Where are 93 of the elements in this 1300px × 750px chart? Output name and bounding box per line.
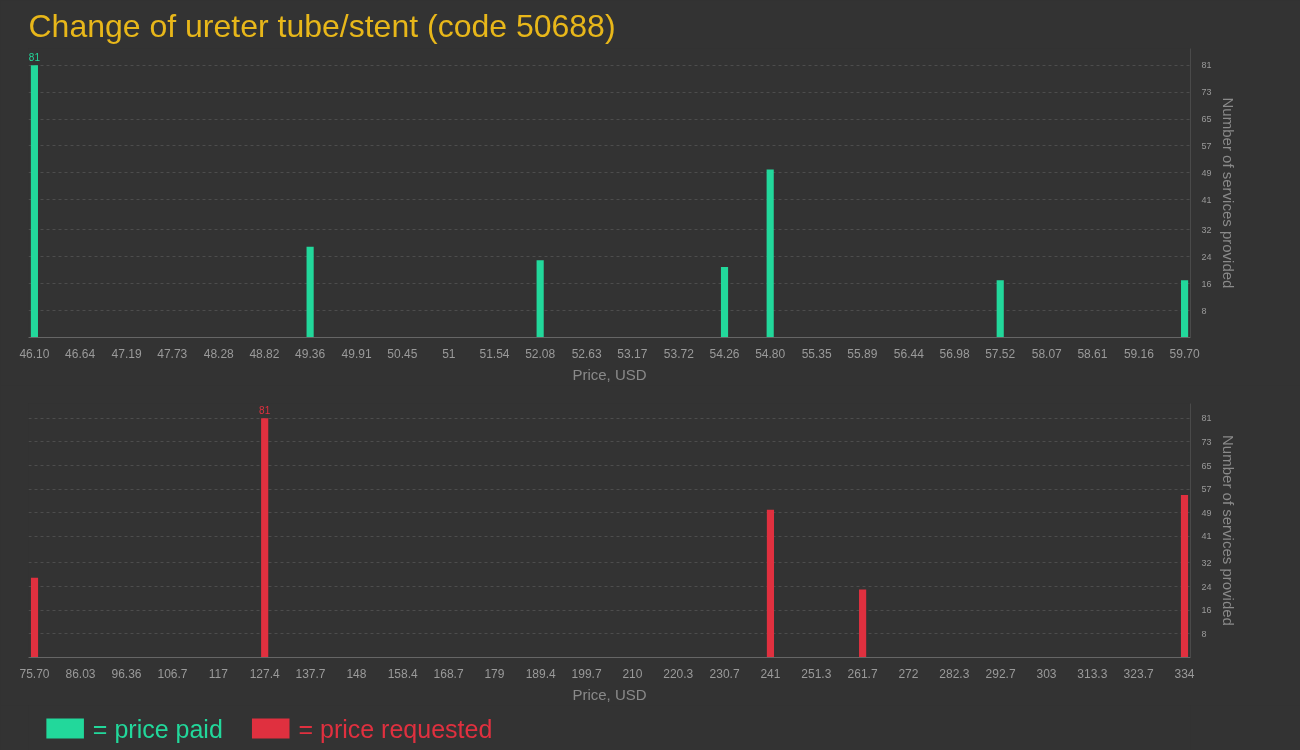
y-tick-label: 57 xyxy=(1201,484,1212,495)
legend-label: = price paid xyxy=(92,714,223,743)
x-tick-label: 168.7 xyxy=(433,666,464,681)
x-tick-label: 241 xyxy=(760,666,781,681)
x-tick-label: 96.36 xyxy=(111,666,142,681)
bar xyxy=(720,266,729,338)
data-label: 81 xyxy=(259,405,271,417)
y-tick-label: 65 xyxy=(1201,114,1212,125)
bar xyxy=(536,260,544,338)
x-tick-label: 189.4 xyxy=(525,666,557,681)
bar xyxy=(996,280,1004,338)
y-axis-title: Number of services provided xyxy=(1219,435,1237,626)
bar xyxy=(306,246,314,338)
bar xyxy=(261,418,269,658)
x-tick-label: 53.17 xyxy=(617,346,648,361)
x-tick-label: 56.44 xyxy=(893,346,925,361)
y-tick-label: 32 xyxy=(1201,557,1212,568)
x-tick-label: 51.54 xyxy=(479,346,510,361)
y-tick-label: 8 xyxy=(1201,628,1207,639)
x-tick-label: 59.70 xyxy=(1169,346,1200,361)
y-axis-title: Number of services provided xyxy=(1219,97,1237,289)
x-axis-title: Price, USD xyxy=(572,365,647,383)
bar xyxy=(30,577,39,658)
legend-label: = price requested xyxy=(298,714,493,743)
y-tick-label: 65 xyxy=(1201,460,1212,471)
bar xyxy=(1181,280,1189,338)
x-tick-label: 127.4 xyxy=(249,666,281,681)
x-tick-label: 75.70 xyxy=(19,666,50,681)
x-tick-label: 86.03 xyxy=(65,666,96,681)
y-tick-label: 16 xyxy=(1201,605,1212,616)
x-tick-label: 251.3 xyxy=(801,666,832,681)
x-tick-label: 54.26 xyxy=(709,346,740,361)
x-tick-label: 292.7 xyxy=(985,666,1016,681)
y-tick-label: 49 xyxy=(1201,507,1212,518)
x-tick-label: 55.89 xyxy=(847,346,878,361)
x-tick-label: 158.4 xyxy=(387,666,419,681)
y-tick-label: 24 xyxy=(1201,581,1212,592)
x-tick-label: 261.7 xyxy=(847,666,878,681)
x-tick-label: 48.82 xyxy=(249,346,280,361)
bar xyxy=(766,509,775,658)
y-tick-label: 73 xyxy=(1201,87,1212,98)
x-tick-label: 59.16 xyxy=(1123,346,1155,361)
x-tick-label: 46.10 xyxy=(19,346,50,361)
x-tick-label: 272 xyxy=(898,666,919,681)
x-tick-label: 51 xyxy=(442,346,456,361)
y-tick-label: 57 xyxy=(1201,140,1212,151)
x-tick-label: 48.28 xyxy=(203,346,235,361)
x-tick-label: 53.72 xyxy=(663,346,695,361)
x-tick-label: 106.7 xyxy=(157,666,188,681)
y-tick-label: 8 xyxy=(1201,305,1207,316)
x-tick-label: 55.35 xyxy=(801,346,833,361)
data-label: 81 xyxy=(28,52,41,64)
x-tick-label: 313.3 xyxy=(1077,666,1108,681)
x-tick-label: 199.7 xyxy=(571,666,602,681)
bar xyxy=(30,65,38,338)
x-axis-title: Price, USD xyxy=(572,685,647,703)
x-tick-label: 54.80 xyxy=(755,346,786,361)
x-tick-label: 148 xyxy=(346,666,367,681)
x-tick-label: 210 xyxy=(622,666,643,681)
y-tick-label: 41 xyxy=(1201,194,1212,205)
x-tick-label: 52.08 xyxy=(525,346,556,361)
x-tick-label: 58.07 xyxy=(1031,346,1063,361)
y-tick-label: 49 xyxy=(1201,167,1212,178)
bar xyxy=(859,589,867,658)
x-tick-label: 49.36 xyxy=(295,346,326,361)
x-tick-label: 282.3 xyxy=(939,666,970,681)
x-tick-label: 334 xyxy=(1174,666,1195,681)
x-tick-label: 220.3 xyxy=(663,666,694,681)
x-tick-label: 323.7 xyxy=(1123,666,1154,681)
y-tick-label: 41 xyxy=(1201,531,1212,542)
bar xyxy=(1180,495,1189,658)
x-tick-label: 57.52 xyxy=(985,346,1016,361)
x-tick-label: 303 xyxy=(1036,666,1057,681)
x-tick-label: 50.45 xyxy=(387,346,418,361)
x-tick-label: 52.63 xyxy=(571,346,603,361)
x-tick-label: 49.91 xyxy=(341,346,372,361)
y-tick-label: 16 xyxy=(1201,278,1212,289)
bar xyxy=(766,169,774,338)
x-tick-label: 179 xyxy=(484,666,505,681)
x-tick-label: 56.98 xyxy=(939,346,970,361)
y-tick-label: 73 xyxy=(1201,436,1212,447)
y-tick-label: 81 xyxy=(1201,60,1212,71)
x-tick-label: 46.64 xyxy=(65,346,96,361)
y-tick-label: 81 xyxy=(1201,413,1212,424)
x-tick-label: 117 xyxy=(208,666,229,681)
chart-title: Change of ureter tube/stent (code 50688) xyxy=(28,7,616,44)
x-tick-label: 58.61 xyxy=(1077,346,1108,361)
y-tick-label: 24 xyxy=(1201,251,1212,262)
x-tick-label: 137.7 xyxy=(295,666,326,681)
x-tick-label: 47.19 xyxy=(111,346,142,361)
x-tick-label: 47.73 xyxy=(157,346,188,361)
x-tick-label: 230.7 xyxy=(709,666,740,681)
y-tick-label: 32 xyxy=(1201,224,1212,235)
